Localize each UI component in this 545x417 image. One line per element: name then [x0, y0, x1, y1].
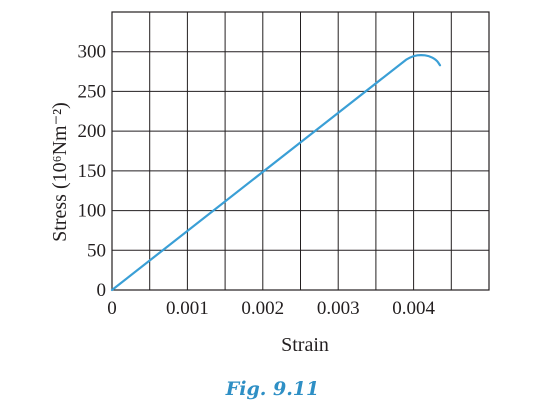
axes [111, 11, 490, 291]
grid-lines [112, 12, 489, 290]
x-tick-label-0: 0 [107, 298, 117, 319]
y-axis-label: Stress (10⁶Nm⁻²) [49, 102, 71, 242]
y-tick-label-250: 250 [78, 81, 107, 102]
y-tick-label-150: 150 [78, 161, 107, 182]
y-tick-label-50: 50 [87, 240, 106, 261]
figure-caption: Fig. 9.11 [225, 378, 320, 400]
y-tick-label-200: 200 [78, 121, 107, 142]
y-tick-label-100: 100 [78, 201, 107, 222]
tick-labels: 0 50 100 150 200 250 300 0 0.001 0.002 0.003 0.004 [78, 42, 436, 319]
x-tick-label-0.003: 0.003 [317, 298, 360, 319]
plot-frame [111, 11, 490, 291]
x-tick-label-0.004: 0.004 [392, 298, 435, 319]
x-axis-label: Strain [281, 334, 329, 356]
data-series [110, 54, 442, 292]
stress-strain-curve-0 [110, 54, 442, 292]
x-tick-label-0.002: 0.002 [241, 298, 284, 319]
y-tick-label-300: 300 [78, 42, 107, 63]
x-tick-label-0.001: 0.001 [166, 298, 209, 319]
y-tick-label-0: 0 [97, 280, 107, 301]
y-axis-label-group: Stress (10⁶Nm⁻²) [49, 102, 71, 242]
